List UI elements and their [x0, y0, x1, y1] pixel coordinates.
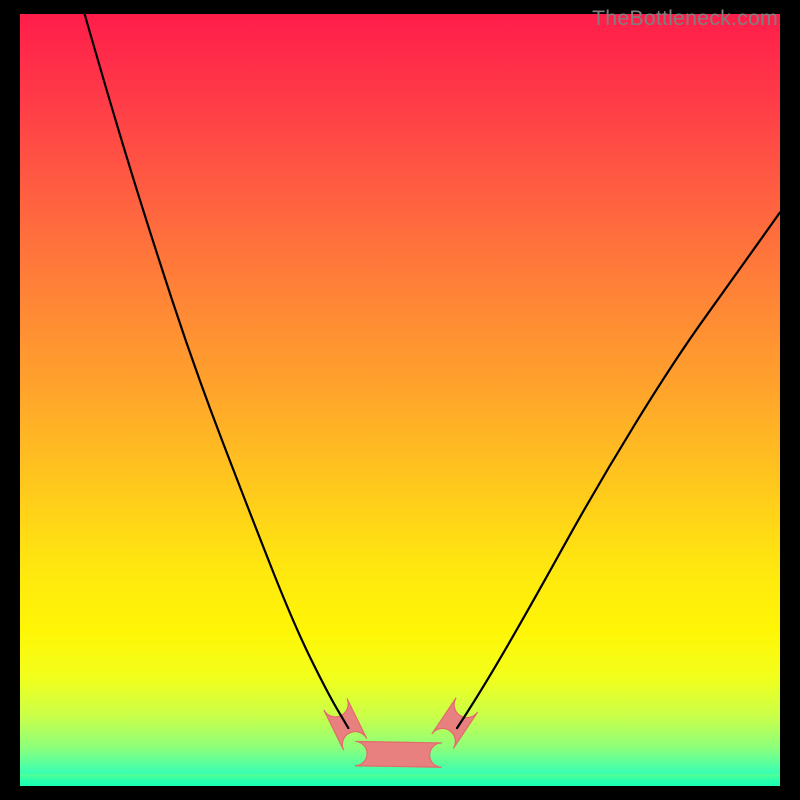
bottom-shape	[324, 698, 478, 768]
plot-area	[20, 14, 780, 786]
chart-container: TheBottleneck.com	[0, 0, 800, 800]
bottleneck-curve	[85, 14, 780, 728]
curve-layer	[20, 14, 780, 786]
watermark-text: TheBottleneck.com	[592, 6, 778, 31]
